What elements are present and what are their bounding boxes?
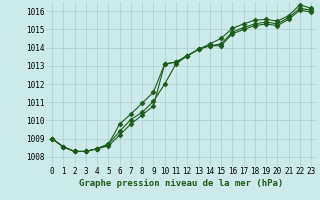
X-axis label: Graphe pression niveau de la mer (hPa): Graphe pression niveau de la mer (hPa): [79, 179, 284, 188]
